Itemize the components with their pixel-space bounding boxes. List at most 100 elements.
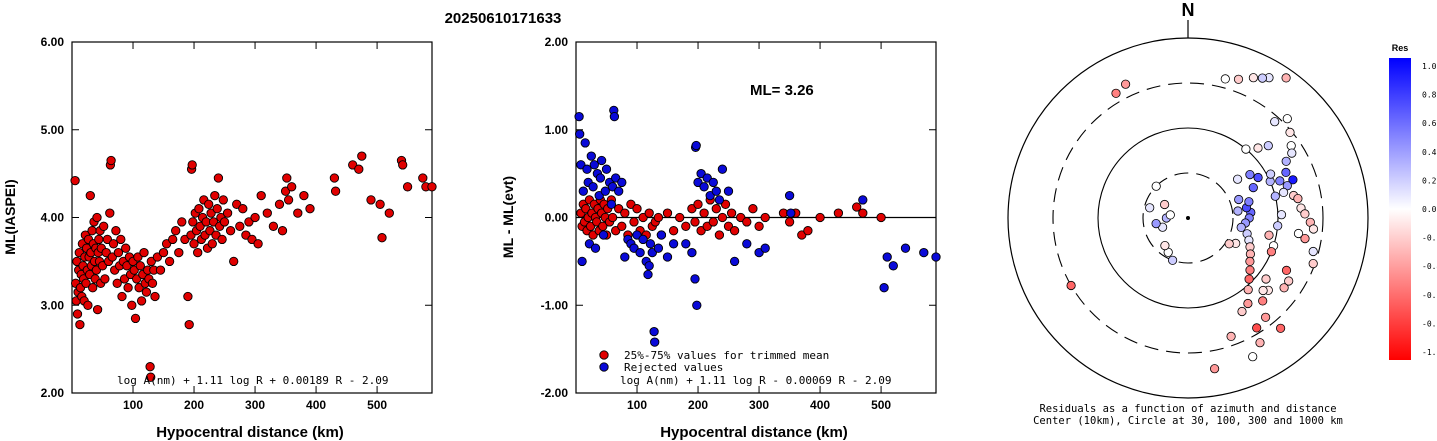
rejected-point — [595, 173, 606, 183]
data-point — [99, 221, 109, 231]
data-point — [268, 221, 279, 231]
legend-label-trimmed: 25%-75% values for trimmed mean — [624, 349, 829, 362]
data-point — [70, 175, 80, 186]
trimmed-point — [708, 217, 718, 227]
data-point — [235, 221, 245, 231]
rejected-point — [614, 186, 624, 196]
data-point — [164, 256, 175, 267]
residual-point — [1151, 219, 1161, 229]
data-point — [418, 173, 428, 183]
data-point — [212, 204, 222, 214]
residual-point — [1168, 255, 1178, 265]
data-point — [305, 204, 315, 214]
trimmed-point — [617, 221, 627, 231]
magnitude-vs-distance-panel: 100 200 300 400 500 2.00 3.00 4.00 5.00 6.00 log … — [2, 35, 437, 441]
trimmed-point — [742, 217, 752, 227]
data-point — [111, 226, 121, 236]
trimmed-point — [760, 212, 770, 223]
x-tick-label: 200 — [184, 398, 204, 412]
residual-point — [1275, 176, 1285, 186]
residual-point — [1279, 283, 1289, 293]
data-point — [130, 313, 141, 324]
residual-point — [1255, 338, 1265, 348]
residual-point — [1308, 246, 1318, 257]
rejected-point — [662, 252, 673, 262]
data-point — [384, 208, 394, 218]
data-point — [329, 173, 340, 183]
y-tick-label: 4.00 — [41, 211, 65, 225]
colorbar-gradient — [1389, 58, 1411, 360]
data-point — [189, 239, 199, 249]
data-point — [256, 190, 266, 201]
data-point — [287, 182, 297, 192]
residual-point — [1243, 298, 1253, 309]
y-axis-label: ML(IASPEI) — [2, 179, 18, 254]
y-tick-label: 6.00 — [41, 35, 65, 49]
colorbar-tick-label: 1.0 — [1422, 62, 1437, 71]
data-point — [184, 319, 194, 330]
rejected-point — [580, 138, 590, 148]
residual-point — [1308, 258, 1318, 269]
rejected-point — [600, 186, 610, 196]
trimmed-point — [815, 212, 825, 223]
north-label: N — [1182, 0, 1195, 20]
colorbar-tick-label: 0.2 — [1422, 176, 1437, 185]
residual-point — [1248, 73, 1259, 83]
residual-point — [1257, 73, 1268, 83]
y-tick-label: 2.00 — [41, 386, 65, 400]
colorbar-tick-label: 0.0 — [1422, 205, 1437, 214]
y-tick-label: 5.00 — [41, 123, 65, 137]
data-point — [168, 234, 178, 245]
rejected-point — [919, 247, 929, 258]
rejected-point — [714, 195, 725, 205]
trimmed-point — [668, 226, 679, 236]
y-axis-label: ML - ML(evt) — [500, 176, 516, 258]
residual-point — [1224, 239, 1234, 249]
legend-label-rejected: Rejected values — [624, 361, 723, 374]
data-point — [139, 247, 149, 258]
residual-point — [1282, 114, 1292, 124]
residual-point — [1220, 74, 1230, 84]
colorbar-tick-label: -0.8 — [1422, 319, 1437, 328]
data-point — [398, 160, 408, 170]
x-tick-label: 100 — [123, 398, 143, 412]
trimmed-point — [714, 230, 725, 240]
residual-point — [1276, 210, 1287, 220]
residual-point — [1233, 74, 1244, 84]
trimmed-point — [726, 208, 737, 218]
data-point — [250, 212, 260, 223]
formula-label: log A(nm) + 1.11 log R + 0.00189 R - 2.0… — [117, 374, 389, 387]
x-tick-label: 400 — [810, 398, 830, 412]
data-point — [105, 208, 115, 218]
residual-point — [1281, 156, 1291, 166]
rejected-point — [681, 239, 691, 249]
rejected-point — [708, 177, 718, 188]
rejected-point — [668, 239, 679, 249]
trimmed-point — [748, 204, 758, 214]
data-point — [147, 278, 158, 288]
data-point — [83, 300, 93, 310]
residual-point — [1285, 127, 1295, 137]
trimmed-point — [681, 221, 691, 231]
data-point — [225, 226, 236, 236]
data-point — [299, 190, 309, 201]
residual-point — [1273, 221, 1283, 231]
residual-point — [1258, 296, 1268, 306]
trimmed-point — [858, 208, 868, 218]
data-point — [150, 291, 160, 302]
residual-point — [1264, 230, 1274, 240]
data-point — [187, 160, 197, 170]
data-point — [75, 319, 85, 330]
ring-1000km — [1007, 37, 1369, 399]
colorbar-tick-label: 0.8 — [1422, 91, 1437, 100]
rejected-point — [784, 190, 795, 201]
colorbar-tick-label: -0.2 — [1422, 234, 1437, 243]
trimmed-point — [852, 202, 862, 212]
rejected-point — [649, 326, 659, 337]
legend-marker-trimmed — [599, 350, 609, 360]
residual-point — [1252, 323, 1262, 333]
azimuth-residual-panel: N Residuals as a function of azimuth and… — [1007, 0, 1369, 427]
data-point — [135, 261, 145, 271]
y-tick-label: 3.00 — [41, 298, 65, 312]
